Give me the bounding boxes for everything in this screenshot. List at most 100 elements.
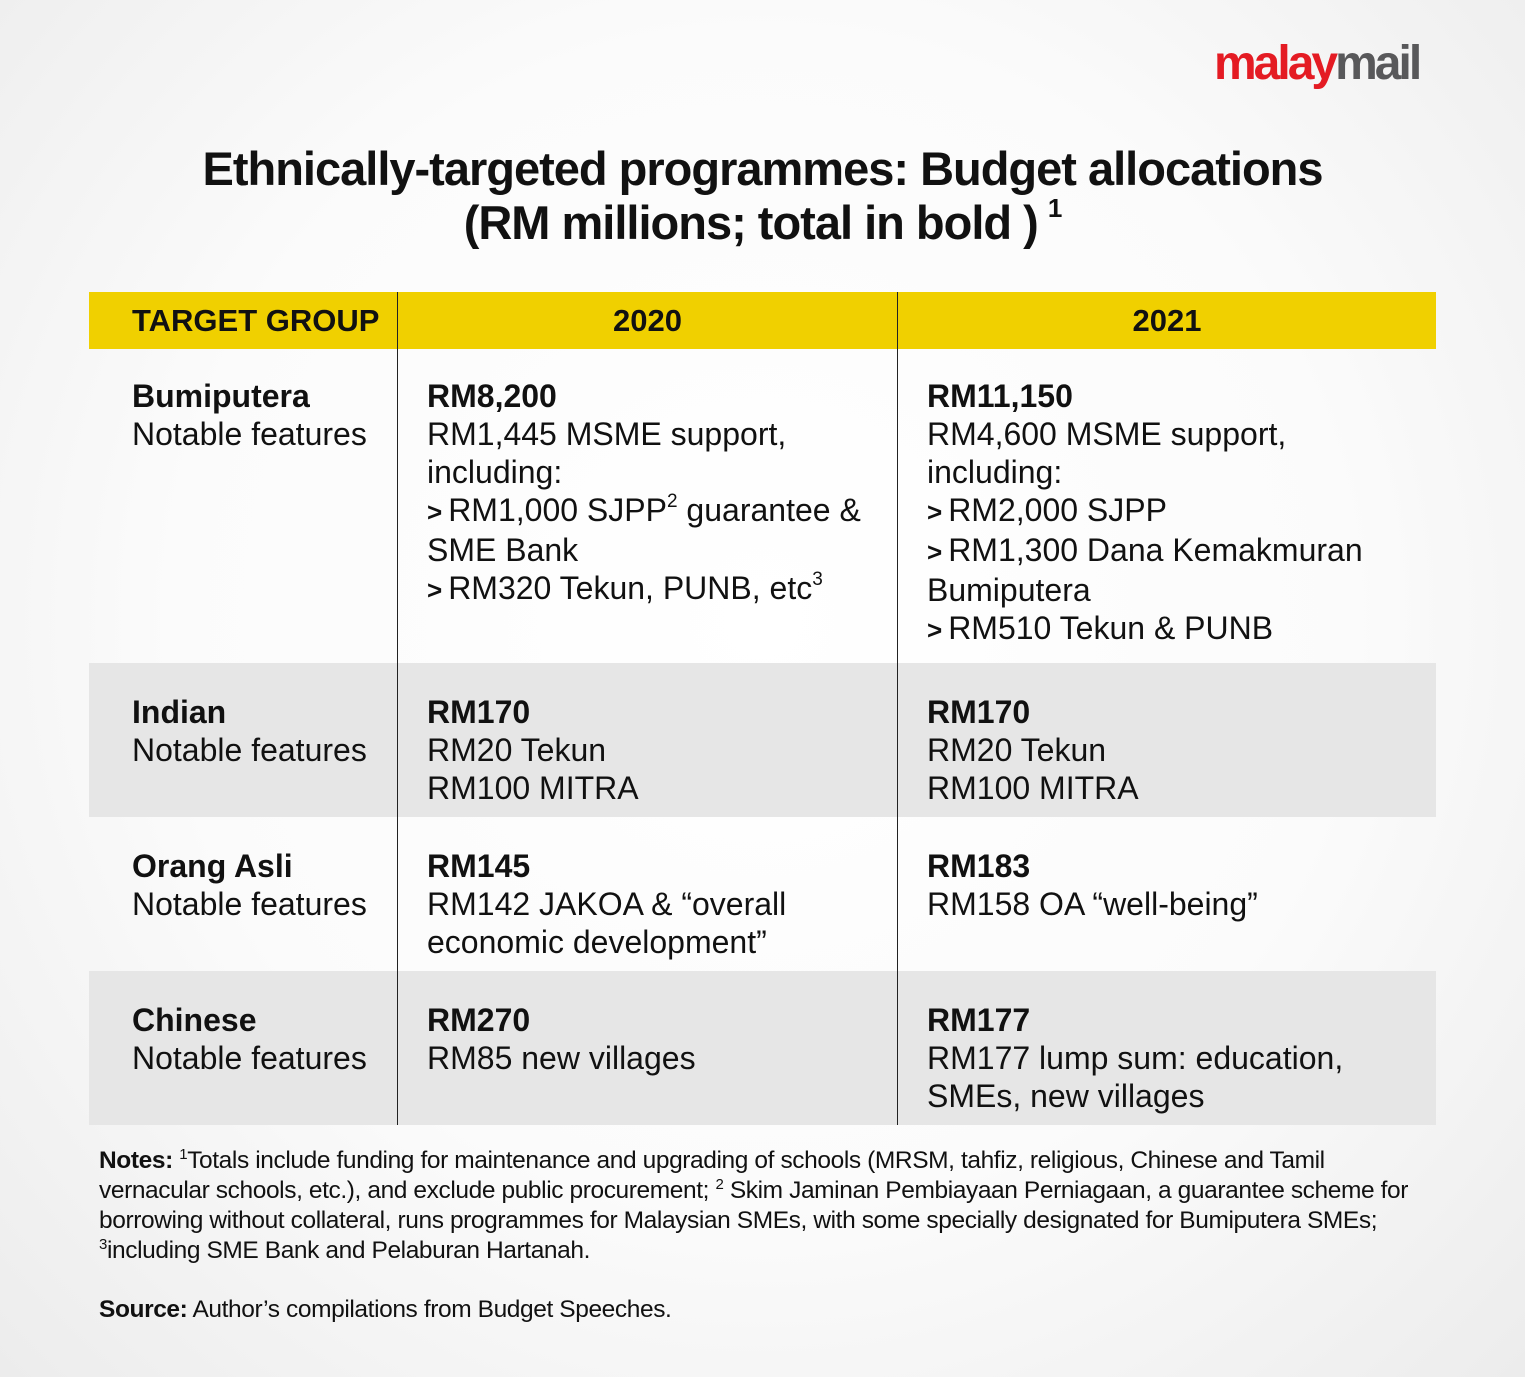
line-text: SMEs, new villages (927, 1078, 1205, 1114)
cell-2021: RM183 RM158 OA “well-being” (898, 817, 1437, 971)
total-amount: RM145 (427, 847, 887, 885)
line-text: RM177 lump sum: education, (927, 1040, 1344, 1076)
logo-part-mail: mail (1335, 37, 1422, 90)
table-row: Orang Asli Notable features RM145 RM142 JAK… (89, 817, 1436, 971)
table-header-row: TARGET GROUP 2020 2021 (89, 292, 1436, 349)
feature-line: RM142 JAKOA & “overall (427, 885, 887, 923)
group-subtitle: Notable features (132, 886, 367, 922)
header-2021: 2021 (897, 292, 1436, 349)
line-text: RM270 (427, 1002, 531, 1038)
source: Source: Author’s compilations from Budge… (99, 1296, 672, 1324)
feature-line: SMEs, new villages (927, 1077, 1426, 1115)
line-text: including: (927, 454, 1063, 490)
cell-2021: RM177 RM177 lump sum: education, SMEs, new… (897, 971, 1436, 1125)
title-footnote: 1 (1047, 193, 1063, 223)
source-text: Author’s compilations from Budget Speech… (192, 1296, 672, 1323)
page-title: Ethnically-targeted programmes: Budget a… (0, 142, 1525, 250)
total-amount: RM183 (927, 847, 1426, 885)
group-name: Chinese (132, 1002, 257, 1038)
group-cell: Bumiputera Notable features (89, 349, 398, 663)
feature-line: RM1,445 MSME support, (427, 415, 887, 453)
line-text: RM100 MITRA (427, 770, 639, 806)
cell-2021: RM11,150 RM4,600 MSME support, including: >… (898, 349, 1437, 663)
group-subtitle: Notable features (132, 732, 367, 768)
feature-line: including: (927, 453, 1426, 491)
bullet-item: > RM510 Tekun & PUNB (927, 609, 1426, 649)
footnote-2-marker: 2 (715, 1176, 724, 1193)
bullet-item: > RM1,000 SJPP2 guarantee & (427, 491, 887, 531)
feature-line: RM177 lump sum: education, (927, 1039, 1426, 1077)
bullet-arrow-icon: > (427, 497, 443, 527)
line-text: RM170 (927, 694, 1031, 730)
feature-line: economic development” (427, 923, 887, 961)
footnote-marker: 3 (812, 569, 823, 590)
group-cell: Indian Notable features (89, 663, 398, 817)
header-2020: 2020 (397, 292, 898, 349)
cell-2020: RM270 RM85 new villages (397, 971, 898, 1125)
line-text: RM145 (427, 848, 531, 884)
bullet-item: > RM320 Tekun, PUNB, etc3 (427, 569, 887, 609)
line-text: RM85 new villages (427, 1040, 696, 1076)
line-text: RM4,600 MSME support, (927, 416, 1287, 452)
total-amount: RM8,200 (427, 377, 887, 415)
notes: Notes: 1Totals include funding for maint… (99, 1146, 1429, 1266)
footnote-3-text: including SME Bank and Pelaburan Hartana… (106, 1237, 590, 1264)
line-text: Bumiputera (927, 572, 1091, 608)
group-cell: Orang Asli Notable features (89, 817, 398, 971)
cell-2020: RM8,200 RM1,445 MSME support, including: > R… (397, 349, 898, 663)
cell-2020: RM145 RM142 JAKOA & “overall economic deve… (397, 817, 898, 971)
title-line-2-text: (RM millions; total in bold ) (463, 196, 1039, 249)
table-row: Bumiputera Notable features RM8,200 RM1,445… (89, 349, 1436, 663)
total-amount: RM170 (427, 693, 887, 731)
group-name: Bumiputera (132, 378, 310, 414)
line-text: RM20 Tekun (927, 732, 1107, 768)
budget-table: TARGET GROUP 2020 2021 Bumiputera Notable… (89, 292, 1436, 1125)
logo-part-malay: malay (1214, 37, 1338, 90)
line-text: SME Bank (427, 532, 579, 568)
line-text: RM1,000 SJPP (448, 492, 667, 528)
total-amount: RM177 (927, 1001, 1426, 1039)
cell-2020: RM170 RM20 Tekun RM100 MITRA (397, 663, 898, 817)
line-text: RM20 Tekun (427, 732, 607, 768)
footnote-1-text: Totals include funding for maintenance a… (99, 1147, 1325, 1204)
title-line-1: Ethnically-targeted programmes: Budget a… (202, 142, 1324, 195)
bullet-arrow-icon: > (927, 537, 943, 567)
line-text: RM170 (427, 694, 531, 730)
line-text: RM142 JAKOA & “overall (427, 886, 787, 922)
line-text: RM158 OA “well-being” (927, 886, 1258, 922)
group-subtitle: Notable features (132, 416, 367, 452)
bullet-arrow-icon: > (427, 575, 443, 605)
footnote-marker: 2 (666, 491, 678, 512)
bullet-arrow-icon: > (927, 615, 943, 645)
feature-line: RM100 MITRA (927, 769, 1426, 807)
table-row: Chinese Notable features RM270 RM85 new vil… (89, 971, 1436, 1125)
bullet-arrow-icon: > (927, 497, 943, 527)
bullet-item: > RM1,300 Dana Kemakmuran (927, 531, 1426, 571)
line-text: RM320 Tekun, PUNB, etc (448, 570, 813, 606)
bullet-item: > RM2,000 SJPP (927, 491, 1426, 531)
group-subtitle: Notable features (132, 1040, 367, 1076)
group-name: Orang Asli (132, 848, 293, 884)
line-text: RM100 MITRA (927, 770, 1139, 806)
total-amount: RM270 (427, 1001, 887, 1039)
cell-2021: RM170 RM20 Tekun RM100 MITRA (897, 663, 1436, 817)
footnote-3-marker: 3 (99, 1236, 107, 1253)
footnote-2-text: Skim Jaminan Pembiayaan Perniagaan, a gu… (99, 1177, 1409, 1234)
feature-line: RM85 new villages (427, 1039, 887, 1077)
feature-line: RM20 Tekun (427, 731, 887, 769)
group-name: Indian (132, 694, 227, 730)
total-amount: RM170 (927, 693, 1426, 731)
line-text: RM510 Tekun & PUNB (948, 610, 1274, 646)
header-target-group: TARGET GROUP (89, 292, 398, 349)
feature-line: RM100 MITRA (427, 769, 887, 807)
total-amount: RM11,150 (927, 377, 1426, 415)
footnote-1-marker: 1 (179, 1146, 188, 1163)
malaymail-logo: malaymail (1214, 37, 1422, 90)
feature-line: including: (427, 453, 887, 491)
source-label: Source: (99, 1296, 188, 1323)
group-cell: Chinese Notable features (89, 971, 398, 1125)
line-text: RM11,150 (927, 378, 1073, 414)
line-text: RM1,300 Dana Kemakmuran (948, 532, 1363, 568)
line-text: RM1,445 MSME support, (427, 416, 787, 452)
line-text: RM183 (927, 848, 1031, 884)
